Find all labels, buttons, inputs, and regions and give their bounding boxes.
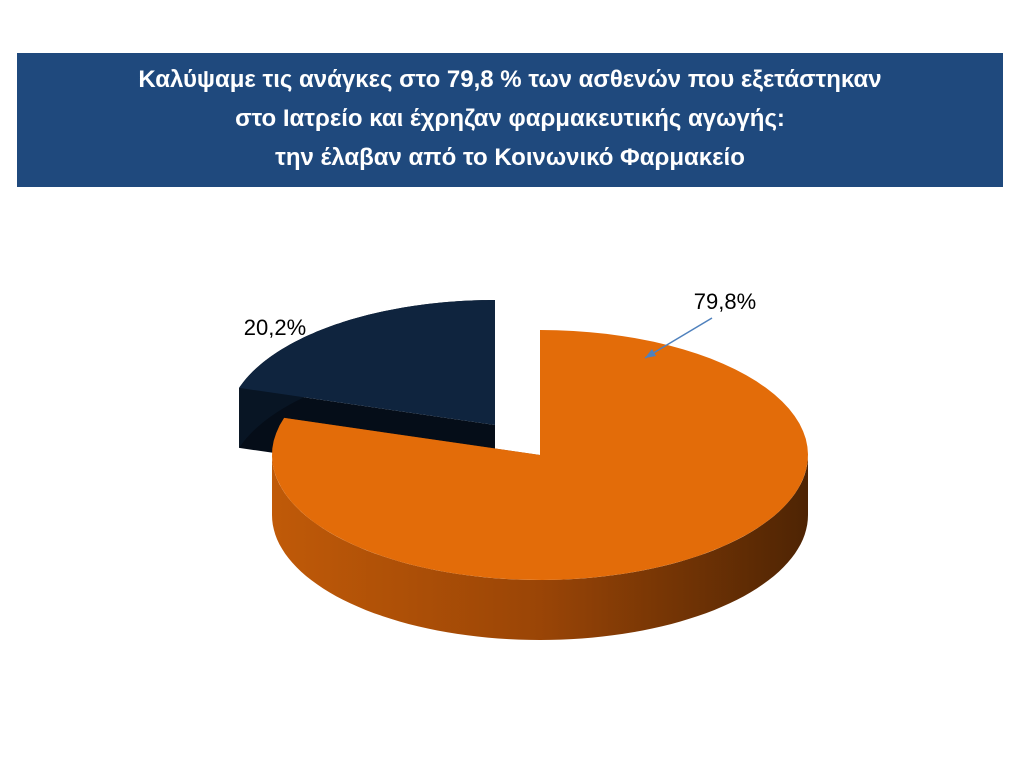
title-line: την έλαβαν από το Κοινωνικό Φαρμακείο	[275, 144, 745, 171]
title-line: στο Ιατρείο και έχρηζαν φαρμακευτικής αγ…	[235, 105, 785, 132]
pie-slice	[272, 330, 808, 580]
data-label: 79,8%	[694, 289, 756, 314]
pie	[239, 300, 808, 640]
data-label: 20,2%	[244, 315, 306, 340]
slice-side	[272, 455, 808, 640]
title-line: Καλύψαμε τις ανάγκες στο 79,8 % των ασθε…	[138, 66, 881, 93]
title-box	[17, 53, 1003, 187]
annotation-arrow	[644, 317, 713, 359]
arrow-head	[645, 349, 656, 358]
pie-slice	[239, 300, 495, 425]
